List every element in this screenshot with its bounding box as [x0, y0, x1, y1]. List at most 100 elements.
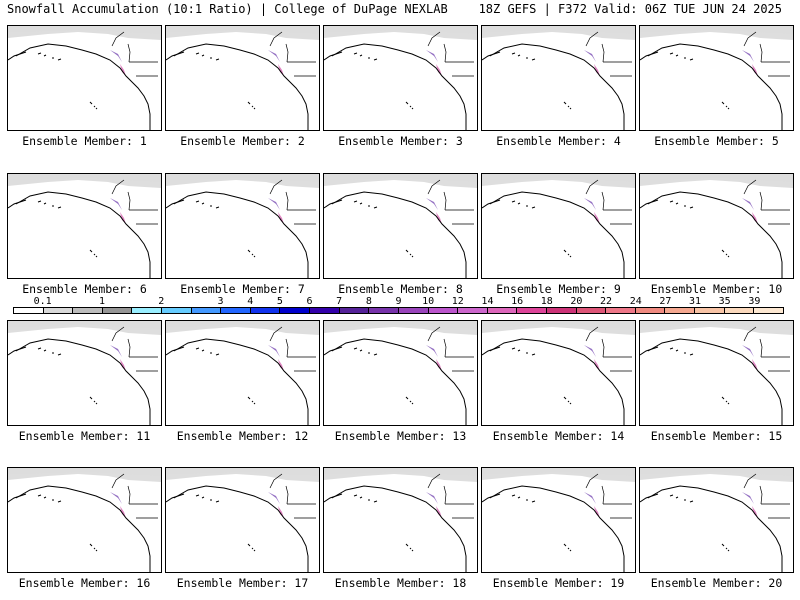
colorbar-swatch [221, 308, 251, 313]
colorbar-tick-label: 2 [158, 296, 165, 307]
ensemble-member-label: Ensemble Member: 11 [18, 429, 151, 443]
colorbar-tick-label: 5 [276, 296, 283, 307]
colorbar-swatch [517, 308, 547, 313]
ensemble-member-label: Ensemble Member: 9 [496, 282, 621, 296]
colorbar-swatch [14, 308, 44, 313]
map-image [640, 321, 793, 425]
map-panel [7, 467, 162, 573]
colorbar-tick-label: 7 [336, 296, 343, 307]
colorbar-labels: 0.1 1 2 3 4 5 6 7 8 9 10 12 14 16 18 20 22 24 27 31 35 39 [13, 296, 784, 307]
ensemble-member-label: Ensemble Member: 2 [180, 134, 305, 148]
ensemble-member-label: Ensemble Member: 20 [650, 576, 783, 590]
colorbar-swatch [754, 308, 783, 313]
ensemble-member-label: Ensemble Member: 18 [334, 576, 467, 590]
map-panel [481, 173, 636, 279]
map-image [8, 174, 161, 278]
ensemble-member-label: Ensemble Member: 1 [22, 134, 147, 148]
map-image [324, 174, 477, 278]
map-panel [165, 467, 320, 573]
ensemble-member-label: Ensemble Member: 14 [492, 429, 625, 443]
colorbar-tick-label: 20 [570, 296, 583, 307]
colorbar-swatch [369, 308, 399, 313]
colorbar-tick-label: 22 [600, 296, 613, 307]
colorbar-tick-label: 1 [98, 296, 105, 307]
colorbar-swatch [310, 308, 340, 313]
map-image [640, 468, 793, 572]
colorbar-swatch [546, 308, 577, 313]
colorbar-swatch [487, 308, 518, 313]
map-image [324, 26, 477, 130]
map-panel [7, 320, 162, 426]
colorbar-swatch [606, 308, 636, 313]
map-panel [639, 25, 794, 131]
colorbar-swatch [250, 308, 281, 313]
colorbar-tick-label: 8 [365, 296, 372, 307]
colorbar-tick-label: 24 [629, 296, 642, 307]
ensemble-member-label: Ensemble Member: 10 [650, 282, 783, 296]
ensemble-member-label: Ensemble Member: 4 [496, 134, 621, 148]
map-panel [7, 25, 162, 131]
colorbar-swatch [280, 308, 311, 313]
ensemble-member-label: Ensemble Member: 15 [650, 429, 783, 443]
map-image [166, 321, 319, 425]
map-image [324, 321, 477, 425]
colorbar-swatch [635, 308, 666, 313]
map-panel [639, 320, 794, 426]
ensemble-member-label: Ensemble Member: 16 [18, 576, 151, 590]
map-image [8, 468, 161, 572]
map-image [482, 174, 635, 278]
chart-title: Snowfall Accumulation (10:1 Ratio) | Col… [7, 2, 448, 16]
map-image [166, 174, 319, 278]
map-panel [323, 173, 478, 279]
ensemble-member-label: Ensemble Member: 12 [176, 429, 309, 443]
map-panel [165, 25, 320, 131]
colorbar-tick-label: 12 [451, 296, 464, 307]
map-image [8, 26, 161, 130]
ensemble-member-label: Ensemble Member: 13 [334, 429, 467, 443]
colorbar-swatch [398, 308, 429, 313]
colorbar-swatch [132, 308, 163, 313]
colorbar-tick-label: 4 [247, 296, 254, 307]
map-image [324, 468, 477, 572]
ensemble-member-label: Ensemble Member: 7 [180, 282, 305, 296]
map-panel [323, 467, 478, 573]
map-image [166, 468, 319, 572]
colorbar-tick-label: 16 [511, 296, 524, 307]
ensemble-member-label: Ensemble Member: 3 [338, 134, 463, 148]
map-image [8, 321, 161, 425]
map-panel [323, 25, 478, 131]
colorbar-swatch [695, 308, 725, 313]
colorbar-tick-label: 10 [422, 296, 435, 307]
colorbar-tick-label: 31 [689, 296, 702, 307]
colorbar-tick-label: 35 [718, 296, 731, 307]
map-panel [481, 320, 636, 426]
map-panel [165, 173, 320, 279]
ensemble-member-label: Ensemble Member: 6 [22, 282, 147, 296]
ensemble-member-label: Ensemble Member: 8 [338, 282, 463, 296]
colorbar-swatch [458, 308, 488, 313]
colorbar-swatch [73, 308, 103, 313]
ensemble-member-label: Ensemble Member: 19 [492, 576, 625, 590]
colorbar-swatch [665, 308, 696, 313]
colorbar-tick-label: 27 [659, 296, 672, 307]
colorbar-swatches [13, 307, 784, 314]
ensemble-member-label: Ensemble Member: 17 [176, 576, 309, 590]
colorbar-tick-label: 0.1 [33, 296, 52, 307]
map-image [482, 321, 635, 425]
colorbar-swatch [339, 308, 370, 313]
colorbar-tick-label: 18 [540, 296, 553, 307]
colorbar-tick-label: 3 [217, 296, 224, 307]
map-panel [481, 25, 636, 131]
colorbar-tick-label: 6 [306, 296, 313, 307]
map-image [640, 26, 793, 130]
map-panel [639, 467, 794, 573]
map-panel [7, 173, 162, 279]
colorbar-swatch [191, 308, 222, 313]
colorbar-swatch [724, 308, 755, 313]
colorbar-tick-label: 9 [395, 296, 402, 307]
map-panel [323, 320, 478, 426]
map-panel [639, 173, 794, 279]
colorbar-swatch [162, 308, 192, 313]
colorbar-tick-label: 39 [748, 296, 761, 307]
map-image [166, 26, 319, 130]
